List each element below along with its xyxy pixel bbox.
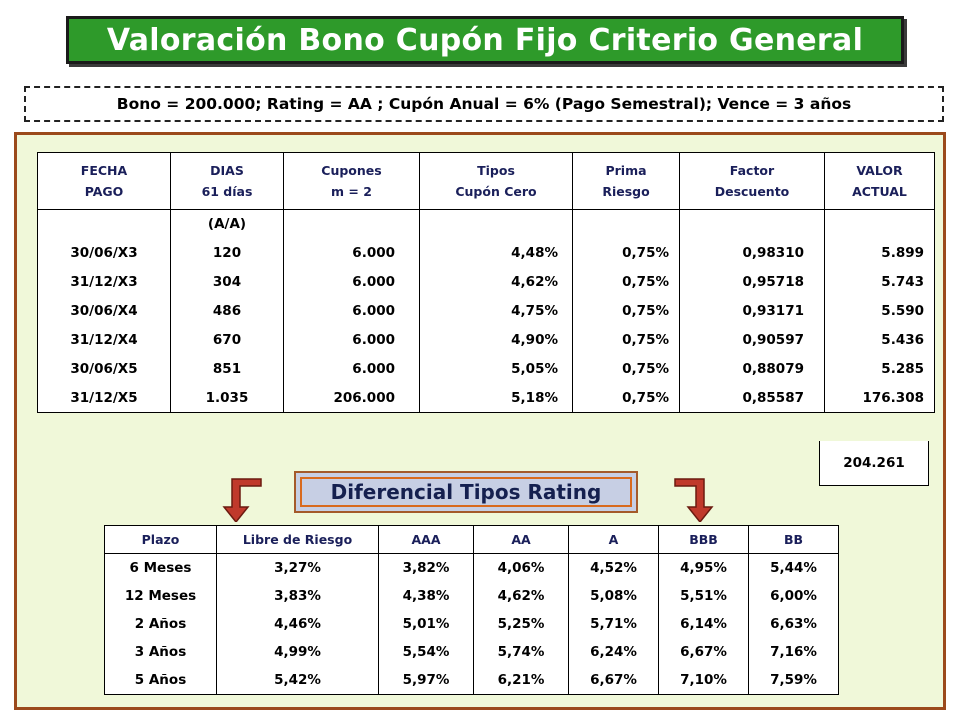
rating-col-header: BBB [658, 525, 749, 554]
day-basis-label: (A/A) [170, 209, 284, 238]
table-row: 31/12/X4 670 6.000 4,90% 0,75% 0,90597 5… [37, 325, 935, 354]
arrow-down-right-icon [674, 478, 714, 522]
rating-col-header: Plazo [104, 525, 217, 554]
rating-banner: Diferencial Tipos Rating [294, 471, 638, 513]
table-row: 12 Meses 3,83% 4,38% 4,62% 5,08% 5,51% 6… [104, 582, 839, 610]
table-row: 30/06/X3 120 6.000 4,48% 0,75% 0,98310 5… [37, 238, 935, 267]
day-basis-row: (A/A) [37, 209, 935, 238]
col-header-tipos: Tipos Cupón Cero [419, 152, 573, 210]
col-header-cupones: Cupones m = 2 [283, 152, 420, 210]
page-title: Valoración Bono Cupón Fijo Criterio Gene… [106, 22, 864, 58]
rating-banner-text: Diferencial Tipos Rating [330, 480, 602, 504]
bond-summary-text: Bono = 200.000; Rating = AA ; Cupón Anua… [116, 95, 852, 113]
rating-col-header: Libre de Riesgo [216, 525, 379, 554]
table-row: 2 Años 4,46% 5,01% 5,25% 5,71% 6,14% 6,6… [104, 610, 839, 638]
arrow-down-left-icon [222, 478, 262, 522]
col-header-valor: VALOR ACTUAL [824, 152, 935, 210]
table-row: 31/12/X5 1.035 206.000 5,18% 0,75% 0,855… [37, 383, 935, 413]
rating-col-header: BB [748, 525, 839, 554]
valuation-header-row: FECHA PAGO DIAS 61 días Cupones m = 2 Tipos… [37, 152, 935, 210]
valuation-table: FECHA PAGO DIAS 61 días Cupones m = 2 Tipos… [37, 152, 935, 413]
col-header-fecha: FECHA PAGO [37, 152, 171, 210]
bond-summary: Bono = 200.000; Rating = AA ; Cupón Anua… [24, 86, 944, 122]
title-banner: Valoración Bono Cupón Fijo Criterio Gene… [66, 16, 904, 64]
table-row: 5 Años 5,42% 5,97% 6,21% 6,67% 7,10% 7,5… [104, 666, 839, 695]
rating-col-header: A [568, 525, 659, 554]
table-row: 3 Años 4,99% 5,54% 5,74% 6,24% 6,67% 7,1… [104, 638, 839, 666]
table-row: 30/06/X5 851 6.000 5,05% 0,75% 0,88079 5… [37, 354, 935, 383]
col-header-factor: Factor Descuento [679, 152, 825, 210]
table-row: 30/06/X4 486 6.000 4,75% 0,75% 0,93171 5… [37, 296, 935, 325]
rating-spread-table: Plazo Libre de Riesgo AAA AA A BBB BB 6 … [104, 525, 839, 695]
table-row: 6 Meses 3,27% 3,82% 4,06% 4,52% 4,95% 5,… [104, 553, 839, 582]
total-value: 204.261 [819, 441, 929, 486]
table-row: 31/12/X3 304 6.000 4,62% 0,75% 0,95718 5… [37, 267, 935, 296]
col-header-prima: Prima Riesgo [572, 152, 680, 210]
rating-col-header: AA [473, 525, 569, 554]
rating-col-header: AAA [378, 525, 474, 554]
rating-header-row: Plazo Libre de Riesgo AAA AA A BBB BB [104, 525, 839, 554]
col-header-dias: DIAS 61 días [170, 152, 284, 210]
